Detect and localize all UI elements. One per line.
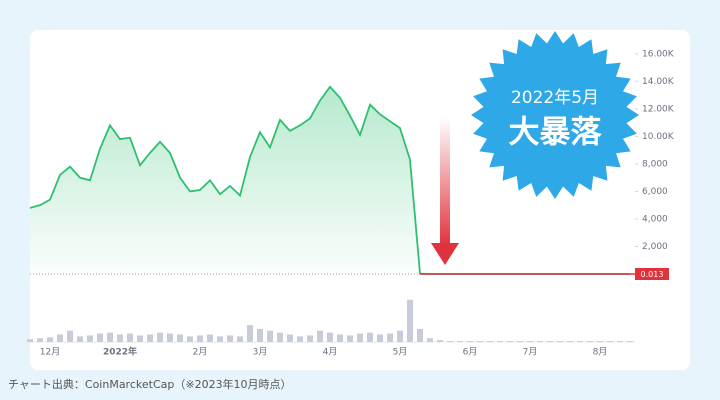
y-tick-label: 4,000: [642, 214, 668, 224]
volume-bar: [627, 341, 633, 342]
x-tick-label: 3月: [253, 347, 268, 358]
volume-bar: [147, 334, 153, 342]
volume-bar: [47, 337, 53, 342]
volume-bar: [177, 334, 183, 342]
volume-bar: [447, 341, 453, 342]
volume-bar: [527, 341, 533, 342]
volume-bar: [367, 332, 373, 342]
volume-bar: [57, 334, 63, 342]
area-fill: [30, 86, 630, 274]
volume-bar: [517, 341, 523, 342]
volume-bar: [467, 341, 473, 342]
volume-bar: [37, 338, 43, 342]
volume-bar: [577, 341, 583, 342]
volume-bar: [567, 341, 573, 342]
x-tick-label: 12月: [40, 347, 60, 358]
volume-bar: [277, 332, 283, 342]
badge-date: 2022年5月: [511, 88, 599, 108]
last-price-label: 0.013: [641, 270, 664, 279]
y-tick-label: 10.00K: [642, 132, 675, 142]
volume-bar: [397, 330, 403, 342]
volume-bar: [587, 341, 593, 342]
x-tick-label: 8月: [593, 347, 608, 358]
y-tick-label: 16.00K: [642, 49, 675, 59]
volume-bar: [307, 335, 313, 342]
y-tick-label: 14.00K: [642, 77, 675, 87]
volume-bar: [427, 338, 433, 342]
volume-bar: [247, 325, 253, 342]
x-tick-label: 2022年: [103, 346, 137, 358]
volume-bar: [187, 336, 193, 342]
volume-bar: [597, 341, 603, 342]
x-tick-label: 7月: [523, 347, 538, 358]
volume-bar: [257, 328, 263, 342]
last-price-box: [635, 267, 669, 280]
y-tick-label: 2,000: [642, 242, 668, 252]
volume-bar: [387, 333, 393, 342]
volume-bar: [377, 334, 383, 342]
y-tick-label: 8,000: [642, 159, 668, 169]
volume-bar: [347, 335, 353, 342]
volume-bar: [477, 341, 483, 342]
volume-bar: [607, 341, 613, 342]
volume-bar: [617, 341, 623, 342]
volume-bar: [357, 333, 363, 342]
volume-bar: [537, 341, 543, 342]
plot: 2,000 4,000 6,000 8,000 10.00K 12.00K 14.00K 16…: [27, 49, 675, 358]
x-tick-label: 2月: [193, 347, 208, 358]
volume-bar: [227, 335, 233, 342]
volume-bar: [267, 330, 273, 342]
volume-bar: [127, 333, 133, 342]
volume-bar: [297, 336, 303, 342]
arrow-shaft: [440, 118, 450, 246]
badge-text: 大暴落: [509, 115, 603, 151]
volume-bar: [457, 341, 463, 342]
volume-bar: [117, 334, 123, 342]
volume-bar: [327, 332, 333, 342]
y-tick-label: 6,000: [642, 187, 668, 197]
volume-bar: [27, 339, 33, 342]
x-tick-label: 6月: [463, 347, 478, 358]
volume-bar: [497, 341, 503, 342]
volume-bar: [157, 332, 163, 342]
volume-bar: [87, 335, 93, 342]
volume-bar: [287, 334, 293, 342]
volume-bar: [237, 336, 243, 342]
badge: [471, 31, 639, 199]
volume-bar: [337, 334, 343, 342]
arrow-head: [431, 243, 459, 265]
y-tick-label: 12.00K: [642, 104, 675, 114]
volume-bar: [217, 336, 223, 342]
volume-bar: [547, 341, 553, 342]
volume-bar: [557, 341, 563, 342]
source: チャート出典：CoinMarcketCap（※2023年10月時点）: [8, 377, 292, 391]
volume-bar: [77, 336, 83, 342]
volume-bar: [507, 341, 513, 342]
volume-bar: [107, 332, 113, 342]
volume-bar: [417, 328, 423, 342]
volume-bar: [197, 335, 203, 342]
x-tick-label: 5月: [393, 347, 408, 358]
volume-bar: [407, 299, 413, 342]
volume-bar: [317, 330, 323, 342]
volume-bar: [137, 335, 143, 342]
x-tick-label: 4月: [323, 347, 338, 358]
volume-bar: [207, 334, 213, 342]
volume-bar: [97, 333, 103, 342]
volume-bar: [67, 330, 73, 342]
volume-bar: [167, 333, 173, 342]
volume-bar: [437, 340, 443, 342]
volume-bar: [487, 341, 493, 342]
